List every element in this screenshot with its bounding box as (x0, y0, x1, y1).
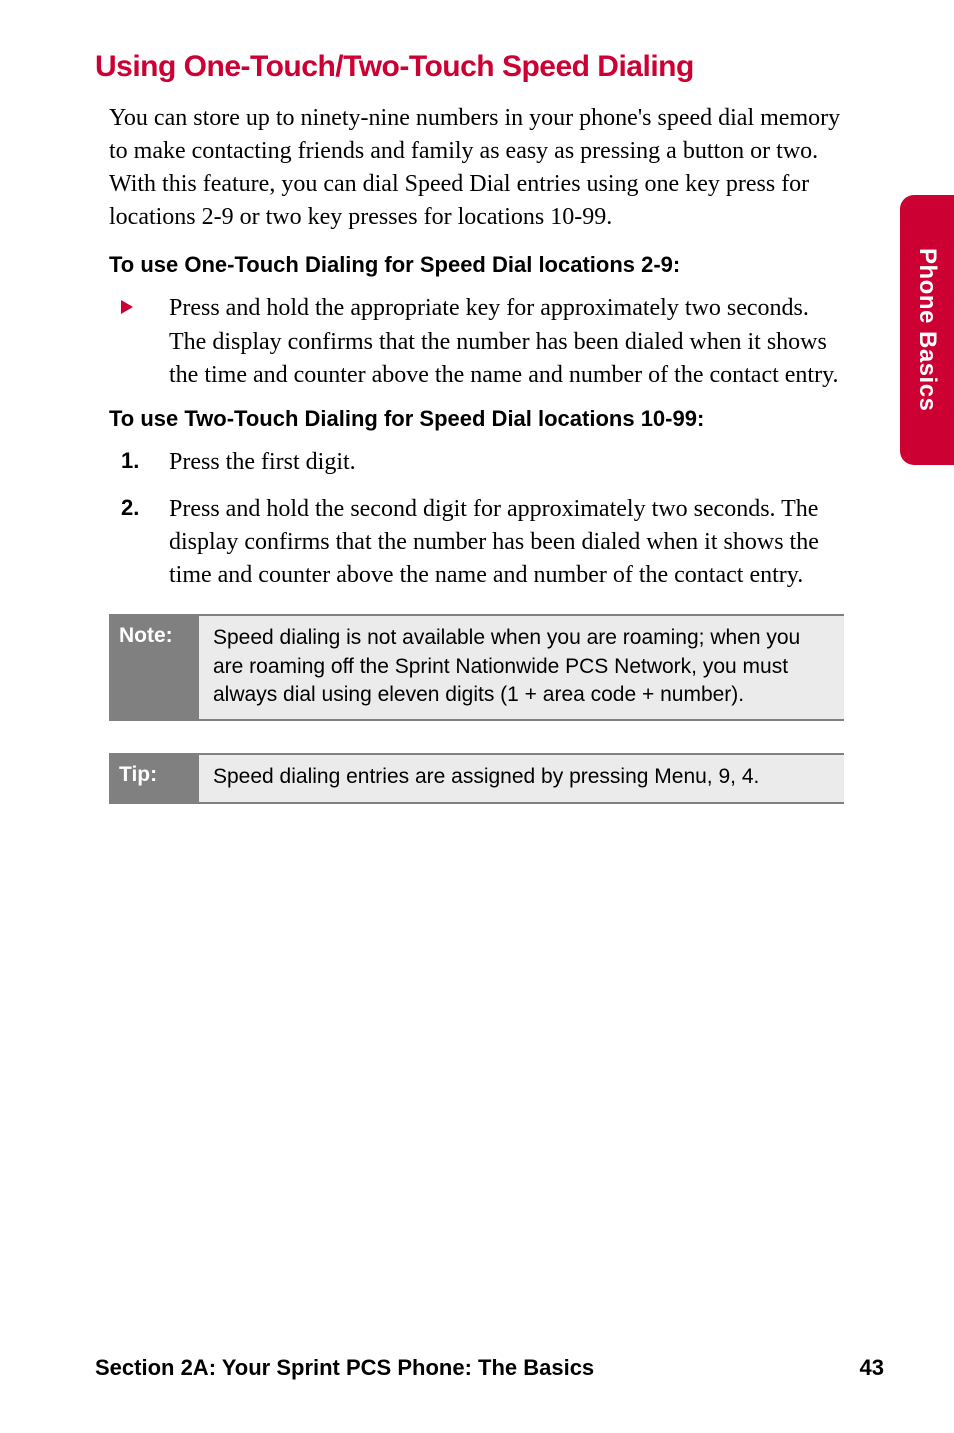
intro-paragraph: You can store up to ninety-nine numbers … (95, 102, 884, 234)
step-1: 1. Press the first digit. (95, 446, 884, 479)
note-label: Note: (109, 616, 199, 719)
page-footer: Section 2A: Your Sprint PCS Phone: The B… (95, 1355, 884, 1381)
step-number: 1. (121, 446, 169, 479)
footer-section: Section 2A: Your Sprint PCS Phone: The B… (95, 1355, 594, 1381)
side-tab-label: Phone Basics (913, 248, 941, 411)
bullet-item: Press and hold the appropriate key for a… (95, 292, 884, 391)
section2-title: To use Two-Touch Dialing for Speed Dial … (95, 406, 884, 432)
footer-page-number: 43 (860, 1355, 884, 1381)
step-text: Press and hold the second digit for appr… (169, 493, 844, 592)
bullet-text: Press and hold the appropriate key for a… (169, 292, 844, 391)
section1-title: To use One-Touch Dialing for Speed Dial … (95, 252, 884, 278)
tip-text: Speed dialing entries are assigned by pr… (199, 755, 844, 801)
note-callout: Note: Speed dialing is not available whe… (109, 614, 844, 721)
side-tab: Phone Basics (900, 195, 954, 465)
page-heading: Using One-Touch/Two-Touch Speed Dialing (95, 50, 884, 84)
tip-callout: Tip: Speed dialing entries are assigned … (109, 753, 844, 803)
note-text: Speed dialing is not available when you … (199, 616, 844, 719)
step-number: 2. (121, 493, 169, 592)
triangle-bullet-icon (121, 292, 169, 391)
step-text: Press the first digit. (169, 446, 844, 479)
tip-label: Tip: (109, 755, 199, 801)
step-2: 2. Press and hold the second digit for a… (95, 493, 884, 592)
